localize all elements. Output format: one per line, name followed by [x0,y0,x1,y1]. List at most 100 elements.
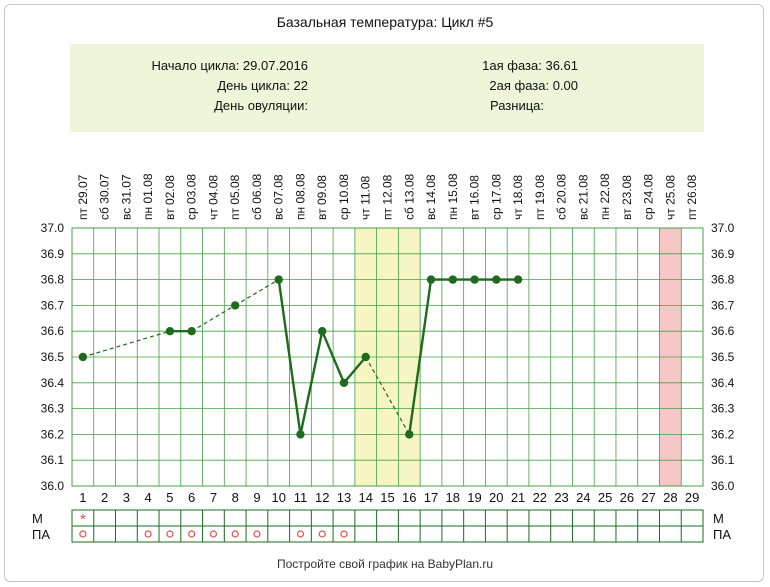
x-day-number: 3 [123,490,130,505]
x-date-label: пт 29.07 [76,174,90,220]
y-tick-label-left: 36.4 [41,376,65,390]
x-day-number: 10 [271,490,285,505]
x-date-label: вс 31.07 [119,174,133,220]
x-date-label: вс 07.08 [272,174,286,220]
temperature-point [470,275,479,284]
x-date-label: пн 22.08 [598,173,612,220]
x-day-number: 24 [576,490,590,505]
y-tick-label-right: 36.3 [711,402,735,416]
pa-circle-mark [318,530,326,538]
difference-label: Разница: [489,98,544,113]
temperature-line-segment [343,356,367,384]
x-date-label: сб 13.08 [402,173,416,220]
pa-circle-mark [144,530,152,538]
y-tick-label-left: 36.2 [41,427,65,441]
x-day-number: 23 [554,490,568,505]
y-tick-label-right: 36.5 [711,350,735,364]
x-date-label: вс 14.08 [424,174,438,220]
x-date-label: вт 23.08 [620,175,634,220]
pa-row-label-left: ПА [32,527,50,542]
x-date-label: чт 04.08 [206,175,220,220]
temperature-point [513,275,523,284]
x-day-number: 11 [294,490,308,505]
x-day-number: 1 [79,490,86,505]
phase1-label: 1ая фаза: 36.61 [482,58,578,73]
cycle-day-label: День цикла: 22 [217,78,308,93]
y-tick-label-right: 36.0 [711,479,735,493]
x-day-number: 12 [315,490,329,505]
temperature-points [78,275,523,439]
y-tick-label-right: 36.9 [711,247,735,261]
pa-circle-mark [188,530,196,538]
x-day-number: 16 [402,490,416,505]
x-date-label: сб 20.08 [555,173,569,220]
x-date-label: пн 01.08 [141,173,155,220]
chart-grid [71,227,704,487]
x-date-label: вт 09.08 [315,175,329,220]
x-date-label: чт 25.08 [663,175,677,220]
pa-circle-mark [231,530,239,538]
temperature-line-dashed [234,279,280,306]
x-day-number: 26 [620,490,634,505]
m-star-mark: * [80,511,86,528]
y-tick-label-left: 36.1 [41,453,65,467]
temperature-point [187,327,196,336]
x-day-number: 14 [359,490,373,505]
temperature-point [426,275,436,284]
temperature-point [165,327,175,336]
cycle-start-label: Начало цикла: 29.07.2016 [151,58,308,73]
y-axis-labels: 37.0 37.0 36.9 36.9 36.8 36.8 36.7 36.7 36.6 36.6… [41,221,735,493]
temperature-line-dashed [82,330,171,358]
ovulation-day-label: День овуляции: [214,98,308,113]
y-tick-label-left: 37.0 [41,221,65,235]
x-date-label: пн 15.08 [446,173,460,220]
x-date-label: сб 30.07 [98,173,112,220]
x-day-number: 27 [641,490,655,505]
temperature-point [448,275,457,284]
marks-row [71,525,704,543]
temperature-point [78,352,88,362]
m-row-label-left: М [32,511,43,526]
y-tick-label-right: 36.7 [711,298,735,312]
x-day-number: 18 [446,490,460,505]
y-tick-label-right: 36.8 [711,273,735,287]
pa-circle-mark [296,530,305,538]
x-date-label: ср 17.08 [489,174,503,220]
x-day-number: 9 [253,490,260,505]
marks-row [71,509,704,527]
x-day-number: 28 [663,490,677,505]
temperature-point [492,275,501,284]
x-date-label: чт 18.08 [511,175,525,220]
x-day-number: 7 [210,490,217,505]
x-day-number: 15 [380,490,394,505]
x-date-label: сб 06.08 [250,173,264,220]
y-tick-label-left: 36.0 [41,479,65,493]
pa-circle-mark [209,530,218,538]
x-day-number: 4 [145,490,152,505]
x-date-label: вс 21.08 [576,174,590,220]
x-date-label: ср 24.08 [642,174,656,220]
x-date-label: пт 05.08 [228,174,242,220]
temperature-line-segment [299,330,324,435]
temperature-line-dashed [365,356,410,435]
pa-row-label-right: ПА [713,527,731,542]
x-day-number: 19 [467,490,481,505]
pa-circle-mark [340,530,348,538]
x-date-label: пт 26.08 [685,174,699,220]
x-day-number: 21 [511,490,525,505]
y-tick-label-left: 36.5 [41,350,65,364]
temperature-point [318,327,327,336]
y-tick-label-left: 36.3 [41,402,65,416]
y-tick-label-left: 36.6 [41,324,65,338]
y-tick-label-right: 36.6 [711,324,735,338]
footer-link-text[interactable]: Постройте свой график на BabyPlan.ru [276,557,494,571]
y-tick-label-right: 36.1 [711,453,735,467]
y-tick-label-right: 36.2 [711,427,735,441]
x-date-label: ср 03.08 [185,174,199,220]
pa-circle-mark [79,530,87,538]
x-date-label: пт 12.08 [381,174,395,220]
x-date-label: вт 16.08 [468,175,482,220]
x-date-label: вт 02.08 [163,175,177,220]
y-tick-label-left: 36.7 [41,298,65,312]
